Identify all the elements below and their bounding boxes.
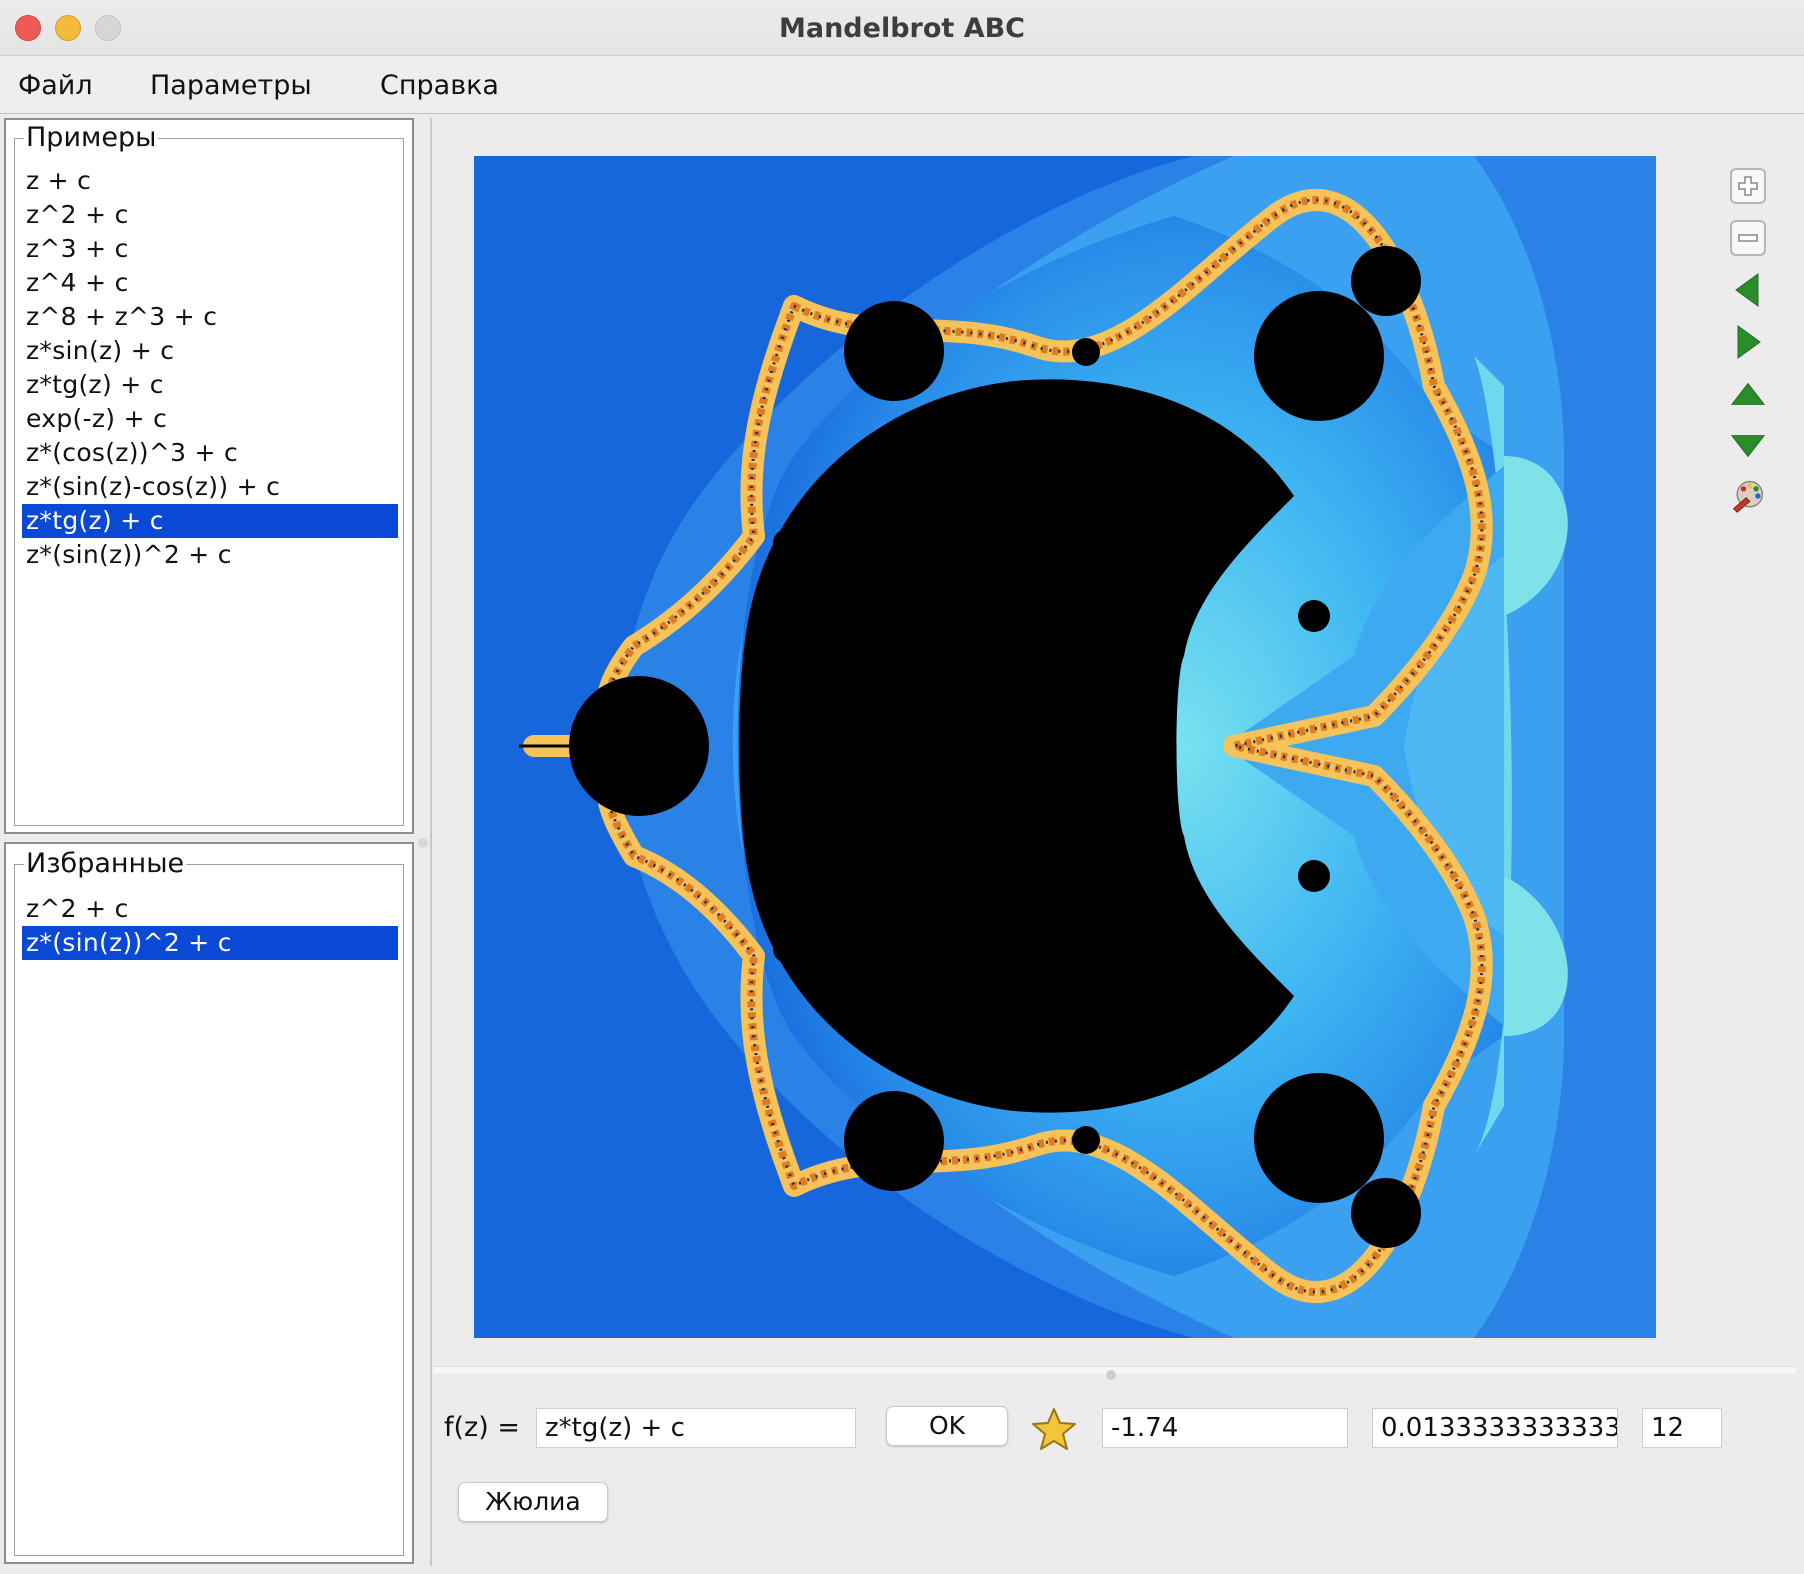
iterations-input[interactable]: 12 (1642, 1408, 1722, 1448)
example-item[interactable]: z^4 + c (26, 268, 129, 297)
menu-bar: Файл Параметры Справка (0, 56, 1804, 114)
fractal-canvas[interactable] (474, 156, 1656, 1338)
close-window-button[interactable] (15, 15, 41, 41)
arrow-left-icon[interactable] (1730, 272, 1766, 308)
example-item[interactable]: z*tg(z) + c (26, 370, 164, 399)
arrow-right-icon[interactable] (1730, 324, 1766, 360)
example-item[interactable]: z*sin(z) + c (26, 336, 175, 365)
example-item[interactable]: z^3 + c (26, 234, 129, 263)
palette-icon[interactable] (1730, 478, 1766, 514)
favorites-group-frame (14, 864, 404, 1556)
vertical-splitter-handle[interactable] (418, 838, 428, 848)
menu-help[interactable]: Справка (380, 70, 499, 101)
example-item-selected[interactable]: z*tg(z) + c (22, 504, 398, 538)
examples-panel: Примеры z + c z^2 + c z^3 + c z^4 + c z^… (4, 118, 414, 834)
example-item[interactable]: z*(sin(z))^2 + c (26, 540, 232, 569)
window-title: Mandelbrot ABC (779, 13, 1025, 44)
favorites-title: Избранные (24, 848, 187, 879)
minimize-window-button[interactable] (55, 15, 81, 41)
favorite-item[interactable]: z^2 + c (26, 894, 129, 923)
horizontal-splitter-handle[interactable] (1106, 1370, 1116, 1380)
examples-group-frame (14, 138, 404, 826)
menu-file[interactable]: Файл (18, 70, 93, 101)
example-item[interactable]: z^2 + c (26, 200, 129, 229)
formula-label: f(z) = (444, 1412, 520, 1443)
ok-button[interactable]: OK (886, 1406, 1008, 1446)
favorites-panel: Избранные z^2 + c z*(sin(z))^2 + c (4, 842, 414, 1564)
arrow-down-icon[interactable] (1730, 428, 1766, 464)
example-item[interactable]: z^8 + z^3 + c (26, 302, 218, 331)
example-item[interactable]: exp(-z) + c (26, 404, 168, 433)
example-item[interactable]: z*(cos(z))^3 + c (26, 438, 239, 467)
maximize-window-button[interactable] (95, 15, 121, 41)
arrow-up-icon[interactable] (1730, 376, 1766, 412)
favorites-list[interactable]: z^2 + c z*(sin(z))^2 + c (22, 892, 398, 960)
zoom-in-icon[interactable] (1730, 168, 1766, 204)
menu-params[interactable]: Параметры (150, 70, 312, 101)
example-item[interactable]: z + c (26, 166, 92, 195)
zoom-out-icon[interactable] (1730, 220, 1766, 256)
examples-list[interactable]: z + c z^2 + c z^3 + c z^4 + c z^8 + z^3 … (22, 164, 398, 572)
formula-input[interactable]: z*tg(z) + c (536, 1408, 856, 1448)
julia-button[interactable]: Жюлиа (458, 1482, 608, 1522)
fractal-image (474, 156, 1656, 1338)
star-icon[interactable] (1030, 1406, 1078, 1454)
image-controls-separator (434, 1366, 1796, 1374)
scale-input[interactable]: 0.013333333333333 (1372, 1408, 1618, 1448)
examples-title: Примеры (24, 122, 159, 153)
favorite-item-selected[interactable]: z*(sin(z))^2 + c (22, 926, 398, 960)
title-bar: Mandelbrot ABC (0, 0, 1804, 56)
example-item[interactable]: z*(sin(z)-cos(z)) + c (26, 472, 281, 501)
left-sidebar: Примеры z + c z^2 + c z^3 + c z^4 + c z^… (4, 118, 414, 1566)
center-x-input[interactable]: -1.74 (1102, 1408, 1348, 1448)
